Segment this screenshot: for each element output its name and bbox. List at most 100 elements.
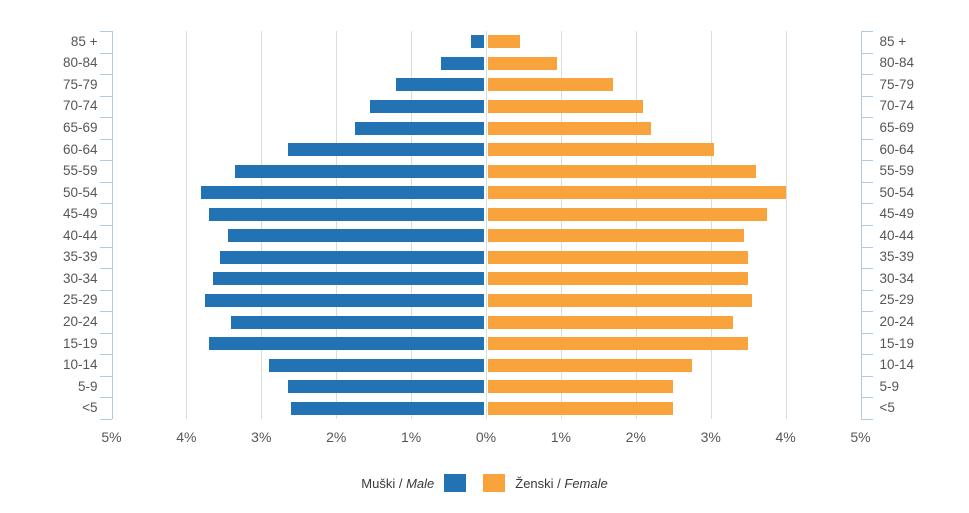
axis-tick-right [860,160,873,162]
age-label-right: 80-84 [879,55,915,71]
legend-swatch-female [483,474,506,492]
axis-tick-right [860,268,873,270]
gridline [635,31,637,419]
bar-female-45-49 [488,207,767,221]
axis-tick-left [99,138,112,140]
bar-male-50-54 [201,186,484,200]
bar-female-70-74 [488,99,644,113]
bar-female-60-64 [488,143,715,157]
legend-label-female-prefix: Ženski / [515,475,565,491]
axis-tick-left [99,160,112,162]
bar-male-5-9 [287,380,484,394]
bar-male-25-29 [205,293,484,307]
bar-male-20-24 [231,315,484,329]
bar-female-30-34 [488,272,749,286]
age-label-left: 50-54 [62,184,98,200]
bar-male-65-69 [354,121,484,135]
x-tick-label: 3% [251,429,272,445]
axis-tick-right [860,95,873,97]
age-label-right: 70-74 [879,98,915,114]
age-label-left: 65-69 [62,120,98,135]
axis-tick-left [99,52,112,54]
axis-tick-left [99,311,112,313]
legend-label-female-italic: Female [564,475,608,491]
legend-label-female: Ženski / Female [515,476,607,491]
bar-male-70-74 [369,99,484,113]
bar-female-15-19 [488,337,749,351]
bar-female-20-24 [488,315,734,329]
axis-tick-right [860,52,873,54]
gridline [710,31,712,419]
axis-tick-right [860,74,873,76]
age-label-left: 80-84 [62,55,98,71]
x-tick-label: 5% [850,429,871,445]
gridline [785,31,787,419]
axis-tick-left [99,74,112,76]
axis-tick-left [99,375,112,377]
age-label-right: 60-64 [879,141,915,157]
axis-line-left [111,31,113,419]
bar-female-50-54 [488,186,786,200]
axis-tick-left [99,225,112,226]
age-label-left: 60-64 [62,141,98,157]
age-label-right: 25-29 [879,292,915,308]
axis-tick-right [860,419,873,420]
axis-tick-right [860,397,873,399]
legend-swatch-male [444,474,467,492]
age-label-right: 5-9 [879,378,900,394]
axis-tick-right [860,31,873,32]
age-label-right: 20-24 [879,314,915,329]
bar-female-40-44 [488,229,745,243]
bar-female-80-84 [488,56,558,70]
age-label-right: 50-54 [879,184,915,200]
x-tick-label: 2% [625,429,646,445]
axis-tick-left [99,332,112,334]
age-label-right: 30-34 [879,270,915,286]
axis-tick-left [99,397,112,399]
gridline [261,31,263,419]
gridline-zero [486,31,487,419]
bar-male-10-14 [268,358,484,372]
bar-female-10-14 [488,358,692,372]
axis-tick-left [99,31,112,32]
age-label-right: 75-79 [879,76,915,92]
bar-male-85 + [471,35,484,49]
age-label-right: 65-69 [879,120,915,135]
axis-tick-right [860,246,873,248]
x-tick-label: 4% [176,429,197,445]
age-label-left: 35-39 [62,249,98,265]
axis-tick-left [99,268,112,270]
gridline [411,31,413,419]
axis-tick-right [860,138,873,140]
bar-female-85 + [488,35,520,49]
axis-tick-left [99,419,112,420]
axis-tick-left [99,354,112,356]
axis-tick-right [860,375,873,377]
bar-female-35-39 [488,250,749,264]
axis-tick-left [99,181,112,183]
axis-tick-left [99,95,112,97]
age-label-right: 45-49 [879,206,915,222]
age-label-right: 10-14 [879,357,915,373]
age-label-left: 5-9 [77,378,98,394]
age-label-left: 25-29 [62,292,98,308]
legend: Muški / Male Ženski / Female [0,473,969,493]
x-tick-label: 1% [550,429,572,445]
bar-male-55-59 [235,164,484,178]
age-label-right: <5 [879,400,895,416]
age-label-left: 85 + [70,33,98,49]
legend-label-male-italic: Male [406,475,435,491]
axis-tick-right [860,181,873,183]
axis-tick-left [99,246,112,248]
bar-male-80-84 [441,56,484,70]
gridline [560,31,562,419]
bar-male-75-79 [396,78,484,92]
bar-female-5-9 [488,380,674,394]
gridline [336,31,338,419]
age-label-left: 55-59 [62,163,98,179]
age-label-left: 15-19 [62,335,98,351]
bar-male-40-44 [227,229,484,243]
bar-male-35-39 [220,250,484,264]
axis-tick-right [860,332,873,334]
x-tick-label: 3% [700,429,721,445]
